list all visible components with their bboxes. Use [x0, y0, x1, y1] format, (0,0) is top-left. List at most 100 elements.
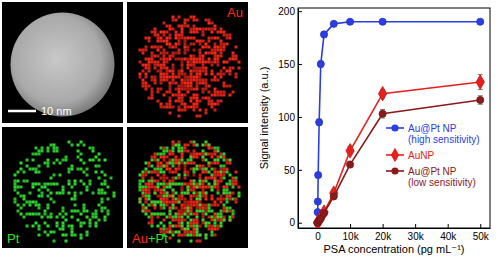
map-pixel	[232, 210, 235, 213]
map-pixel	[23, 198, 26, 201]
map-pixel	[187, 189, 190, 192]
map-pixel	[17, 204, 20, 207]
map-pixel	[181, 216, 184, 219]
map-pixel	[193, 174, 196, 177]
map-pixel	[178, 225, 181, 228]
map-pixel	[229, 73, 232, 76]
map-pixel	[157, 153, 160, 156]
map-pixel	[235, 55, 238, 58]
map-pixel	[166, 37, 169, 40]
map-pixel	[151, 76, 154, 79]
map-pixel	[181, 34, 184, 37]
tick-label: 20k	[375, 231, 392, 242]
map-pixel	[172, 153, 175, 156]
map-pixel	[169, 231, 172, 234]
panel-label: Au+Pt	[132, 231, 168, 246]
map-pixel	[92, 192, 95, 195]
map-pixel	[166, 147, 169, 150]
map-pixel	[202, 216, 205, 219]
map-pixel	[220, 171, 223, 174]
map-pixel	[50, 177, 53, 180]
map-pixel	[220, 180, 223, 183]
map-pixel	[160, 106, 163, 109]
map-pixel	[214, 88, 217, 91]
map-pixel	[169, 162, 172, 165]
map-pixel	[74, 183, 77, 186]
map-pixel	[205, 213, 208, 216]
map-pixel	[148, 180, 151, 183]
map-pixel	[223, 82, 226, 85]
map-pixel	[26, 225, 29, 228]
map-pixel	[169, 43, 172, 46]
map-pixel	[20, 186, 23, 189]
map-pixel	[163, 31, 166, 34]
map-pixel	[193, 19, 196, 22]
map-pixel	[157, 70, 160, 73]
map-pixel	[151, 213, 154, 216]
map-pixel	[142, 186, 145, 189]
map-pixel	[169, 100, 172, 103]
map-pixel	[71, 234, 74, 237]
map-pixel	[175, 43, 178, 46]
map-pixel	[208, 97, 211, 100]
map-pixel	[101, 207, 104, 210]
map-pixel	[157, 180, 160, 183]
map-pixel	[196, 58, 199, 61]
legend-label-line: (high sensitivity)	[408, 134, 480, 145]
map-pixel	[184, 207, 187, 210]
map-pixel	[175, 198, 178, 201]
map-pixel	[83, 222, 86, 225]
map-pixel	[26, 180, 29, 183]
map-pixel	[193, 106, 196, 109]
map-pixel	[205, 204, 208, 207]
map-pixel	[160, 103, 163, 106]
map-pixel	[169, 171, 172, 174]
map-pixel	[178, 88, 181, 91]
map-pixel	[226, 37, 229, 40]
map-pixel	[89, 225, 92, 228]
map-pixel	[35, 204, 38, 207]
map-pixel	[178, 162, 181, 165]
map-pixel	[208, 216, 211, 219]
map-pixel	[172, 28, 175, 31]
map-pixel	[211, 94, 214, 97]
panel-background	[2, 2, 123, 123]
map-pixel	[101, 189, 104, 192]
legend: Au@Pt NP(high sensitivity)AuNPAu@Pt NP(l…	[386, 123, 480, 188]
map-pixel	[59, 192, 62, 195]
map-pixel	[205, 67, 208, 70]
map-pixel	[211, 234, 214, 237]
map-pixel	[190, 162, 193, 165]
map-pixel	[163, 174, 166, 177]
map-pixel	[217, 204, 220, 207]
scale-bar-label: 10 nm	[41, 105, 72, 117]
tick-label: 30k	[408, 231, 425, 242]
map-pixel	[71, 168, 74, 171]
map-pixel	[29, 168, 32, 171]
map-pixel	[211, 225, 214, 228]
map-pixel	[217, 37, 220, 40]
map-pixel	[145, 58, 148, 61]
map-pixel	[80, 237, 83, 240]
legend-entry: Au@Pt NP(low sensitivity)	[386, 166, 476, 188]
map-pixel	[38, 171, 41, 174]
legend-label: AuNP	[408, 150, 434, 161]
map-pixel	[59, 228, 62, 231]
map-pixel	[157, 64, 160, 67]
map-pixel	[184, 201, 187, 204]
map-pixel	[157, 159, 160, 162]
map-pixel	[184, 174, 187, 177]
map-pixel	[208, 52, 211, 55]
element-map	[139, 16, 241, 118]
map-pixel	[214, 103, 217, 106]
map-pixel	[238, 186, 241, 189]
map-pixel	[181, 109, 184, 112]
map-pixel	[154, 186, 157, 189]
map-pixel	[178, 144, 181, 147]
map-pixel	[139, 76, 142, 79]
map-pixel	[175, 88, 178, 91]
map-pixel	[62, 222, 65, 225]
map-pixel	[190, 55, 193, 58]
map-pixel	[80, 192, 83, 195]
map-pixel	[104, 183, 107, 186]
